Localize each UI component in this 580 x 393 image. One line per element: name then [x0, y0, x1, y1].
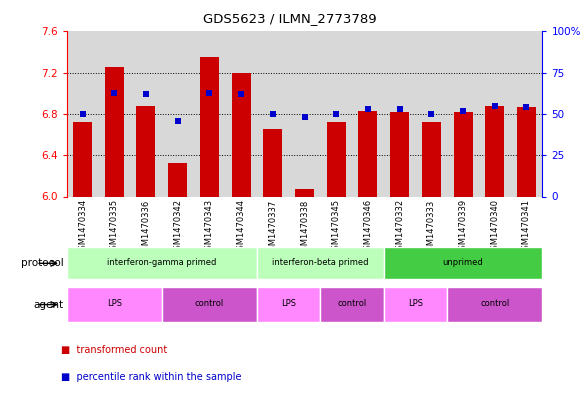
Bar — [384, 31, 415, 196]
Text: GDS5623 / ILMN_2773789: GDS5623 / ILMN_2773789 — [203, 12, 377, 25]
Bar — [422, 122, 441, 196]
Text: agent: agent — [34, 299, 64, 310]
Text: LPS: LPS — [281, 299, 296, 308]
Text: ■  transformed count: ■ transformed count — [61, 345, 167, 355]
Point — [205, 89, 214, 95]
Point — [363, 106, 372, 112]
Bar — [231, 73, 251, 196]
Bar — [454, 112, 473, 196]
Point — [427, 111, 436, 117]
Point — [300, 114, 309, 120]
Bar — [479, 31, 510, 196]
Point — [78, 111, 87, 117]
Bar — [447, 31, 479, 196]
Text: control: control — [480, 299, 509, 308]
Bar — [67, 248, 257, 279]
Bar — [67, 31, 99, 196]
Point — [490, 103, 499, 109]
Bar — [358, 111, 378, 196]
Bar — [257, 31, 289, 196]
Bar — [162, 287, 257, 322]
Bar — [225, 31, 257, 196]
Text: control: control — [338, 299, 367, 308]
Bar — [67, 287, 162, 322]
Text: protocol: protocol — [21, 258, 64, 268]
Bar — [320, 287, 384, 322]
Bar — [73, 122, 92, 196]
Point — [110, 89, 119, 95]
Point — [268, 111, 277, 117]
Bar — [162, 31, 194, 196]
Bar — [327, 122, 346, 196]
Text: interferon-beta primed: interferon-beta primed — [272, 258, 369, 267]
Bar — [390, 112, 409, 196]
Bar — [168, 163, 187, 196]
Bar — [130, 31, 162, 196]
Point — [395, 106, 404, 112]
Point — [522, 104, 531, 110]
Bar — [105, 66, 124, 196]
Text: LPS: LPS — [107, 299, 122, 308]
Bar — [485, 106, 504, 196]
Text: ■  percentile rank within the sample: ■ percentile rank within the sample — [61, 372, 241, 382]
Point — [458, 108, 467, 114]
Bar — [263, 129, 282, 196]
Bar — [510, 31, 542, 196]
Bar — [136, 106, 155, 196]
Bar — [295, 189, 314, 196]
Bar — [384, 248, 542, 279]
Text: interferon-gamma primed: interferon-gamma primed — [107, 258, 216, 267]
Bar — [194, 31, 225, 196]
Point — [237, 91, 246, 97]
Text: control: control — [195, 299, 224, 308]
Bar — [384, 287, 447, 322]
Bar — [289, 31, 320, 196]
Bar — [352, 31, 384, 196]
Point — [173, 118, 182, 124]
Bar — [320, 31, 352, 196]
Bar — [257, 287, 320, 322]
Bar — [99, 31, 130, 196]
Bar — [415, 31, 447, 196]
Bar — [200, 57, 219, 196]
Text: LPS: LPS — [408, 299, 423, 308]
Bar — [447, 287, 542, 322]
Text: unprimed: unprimed — [443, 258, 483, 267]
Point — [142, 91, 151, 97]
Point — [332, 111, 341, 117]
Bar — [517, 107, 536, 196]
Bar — [257, 248, 384, 279]
